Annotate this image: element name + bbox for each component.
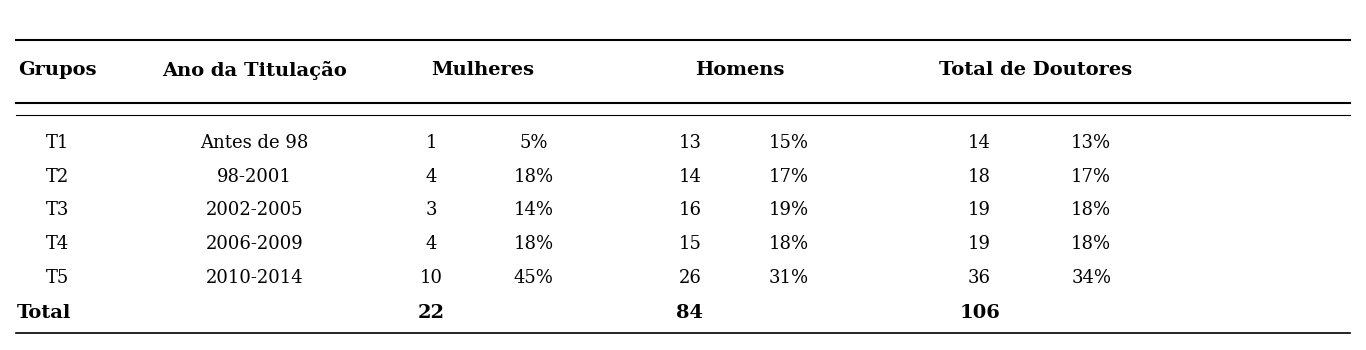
Text: 31%: 31% [769, 269, 809, 287]
Text: 18%: 18% [514, 168, 553, 186]
Text: 13: 13 [679, 134, 701, 152]
Text: 2006-2009: 2006-2009 [206, 235, 303, 253]
Text: 15: 15 [679, 235, 701, 253]
Text: 18%: 18% [769, 235, 809, 253]
Text: 18%: 18% [514, 235, 553, 253]
Text: 98-2001: 98-2001 [217, 168, 292, 186]
Text: Ano da Titulação: Ano da Titulação [163, 61, 347, 80]
Text: Mulheres: Mulheres [430, 62, 534, 79]
Text: 17%: 17% [1071, 168, 1111, 186]
Text: 36: 36 [968, 269, 992, 287]
Text: 45%: 45% [514, 269, 553, 287]
Text: 84: 84 [676, 304, 703, 322]
Text: Total de Doutores: Total de Doutores [938, 62, 1132, 79]
Text: 14: 14 [679, 168, 701, 186]
Text: Homens: Homens [695, 62, 784, 79]
Text: 26: 26 [679, 269, 701, 287]
Text: 18%: 18% [1071, 235, 1111, 253]
Text: 3: 3 [426, 201, 437, 219]
Text: T4: T4 [45, 235, 68, 253]
Text: 4: 4 [426, 235, 437, 253]
Text: 106: 106 [959, 304, 1000, 322]
Text: Total: Total [16, 304, 71, 322]
Text: 14%: 14% [514, 201, 553, 219]
Text: T1: T1 [45, 134, 68, 152]
Text: 4: 4 [426, 168, 437, 186]
Text: 22: 22 [418, 304, 445, 322]
Text: 15%: 15% [769, 134, 809, 152]
Text: 18%: 18% [1071, 201, 1111, 219]
Text: 2010-2014: 2010-2014 [206, 269, 303, 287]
Text: 1: 1 [426, 134, 437, 152]
Text: T5: T5 [45, 269, 68, 287]
Text: 19: 19 [968, 201, 992, 219]
Text: 34%: 34% [1071, 269, 1111, 287]
Text: 19%: 19% [769, 201, 809, 219]
Text: 17%: 17% [769, 168, 809, 186]
Text: 19: 19 [968, 235, 992, 253]
Text: T2: T2 [45, 168, 68, 186]
Text: 10: 10 [419, 269, 443, 287]
Text: 14: 14 [968, 134, 990, 152]
Text: 5%: 5% [519, 134, 548, 152]
Text: 18: 18 [968, 168, 992, 186]
Text: 2002-2005: 2002-2005 [206, 201, 303, 219]
Text: 13%: 13% [1071, 134, 1111, 152]
Text: Antes de 98: Antes de 98 [201, 134, 309, 152]
Text: Grupos: Grupos [18, 62, 97, 79]
Text: 16: 16 [679, 201, 701, 219]
Text: T3: T3 [45, 201, 68, 219]
